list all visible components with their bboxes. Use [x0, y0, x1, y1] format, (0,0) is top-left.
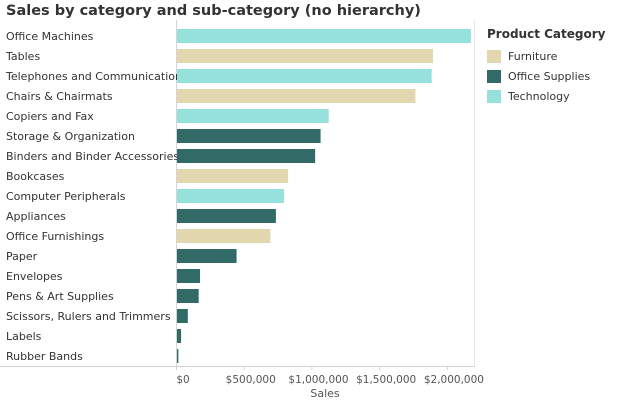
x-tick-label-1: $500,000 [226, 374, 276, 386]
category-label-binders-and-binder-accessories: Binders and Binder Accessories [6, 150, 179, 163]
bar-tables [177, 49, 434, 63]
legend-swatch-office-supplies [487, 69, 501, 83]
category-label-rubber-bands: Rubber Bands [6, 350, 83, 363]
legend-swatch-technology [487, 89, 501, 103]
category-label-storage-organization: Storage & Organization [6, 130, 135, 143]
legend-swatch-furniture [487, 49, 501, 63]
category-label-telephones-and-communication: Telephones and Communication [5, 70, 182, 83]
bar-pens-art-supplies [177, 289, 199, 303]
bar-appliances [177, 209, 276, 223]
bar-office-machines [177, 29, 471, 43]
bar-telephones-and-communication [177, 69, 432, 83]
bar-bookcases [177, 169, 289, 183]
category-label-labels: Labels [6, 330, 42, 343]
x-tick-label-4: $2,000,000 [424, 374, 484, 386]
chart-title: Sales by category and sub-category (no h… [6, 3, 421, 19]
bar-copiers-and-fax [177, 109, 329, 123]
category-label-pens-art-supplies: Pens & Art Supplies [6, 290, 114, 303]
legend-label-technology: Technology [508, 89, 570, 103]
bar-paper [177, 249, 237, 263]
category-label-copiers-and-fax: Copiers and Fax [6, 110, 94, 123]
x-tick-label-3: $1,500,000 [356, 374, 416, 386]
bar-computer-peripherals [177, 189, 285, 203]
bar-rubber-bands [177, 349, 179, 363]
bar-scissors-rulers-and-trimmers [177, 309, 188, 323]
legend: Product Category Furniture Office Suppli… [487, 27, 605, 106]
legend-label-office-supplies: Office Supplies [508, 69, 591, 83]
category-label-office-furnishings: Office Furnishings [6, 230, 104, 243]
category-label-chairs-chairmats: Chairs & Chairmats [6, 90, 113, 103]
x-axis-title: Sales [310, 387, 340, 400]
category-label-bookcases: Bookcases [6, 170, 65, 183]
bar-binders-and-binder-accessories [177, 149, 316, 163]
category-label-paper: Paper [6, 250, 38, 263]
category-label-computer-peripherals: Computer Peripherals [6, 190, 126, 203]
legend-item-technology[interactable]: Technology [487, 86, 605, 106]
category-label-envelopes: Envelopes [6, 270, 63, 283]
category-label-tables: Tables [5, 50, 40, 63]
x-tick-label-0: $0 [176, 374, 189, 386]
category-label-scissors-rulers-and-trimmers: Scissors, Rulers and Trimmers [6, 310, 171, 323]
bar-envelopes [177, 269, 201, 283]
bar-storage-organization [177, 129, 321, 143]
category-label-appliances: Appliances [6, 210, 66, 223]
legend-title: Product Category [487, 27, 606, 41]
legend-label-furniture: Furniture [508, 49, 558, 63]
x-tick-label-2: $1,000,000 [288, 374, 348, 386]
category-label-office-machines: Office Machines [6, 30, 94, 43]
legend-item-office-supplies[interactable]: Office Supplies [487, 66, 605, 86]
bar-chairs-chairmats [177, 89, 416, 103]
bar-office-furnishings [177, 229, 271, 243]
legend-item-furniture[interactable]: Furniture [487, 46, 605, 66]
bar-labels [177, 329, 182, 343]
